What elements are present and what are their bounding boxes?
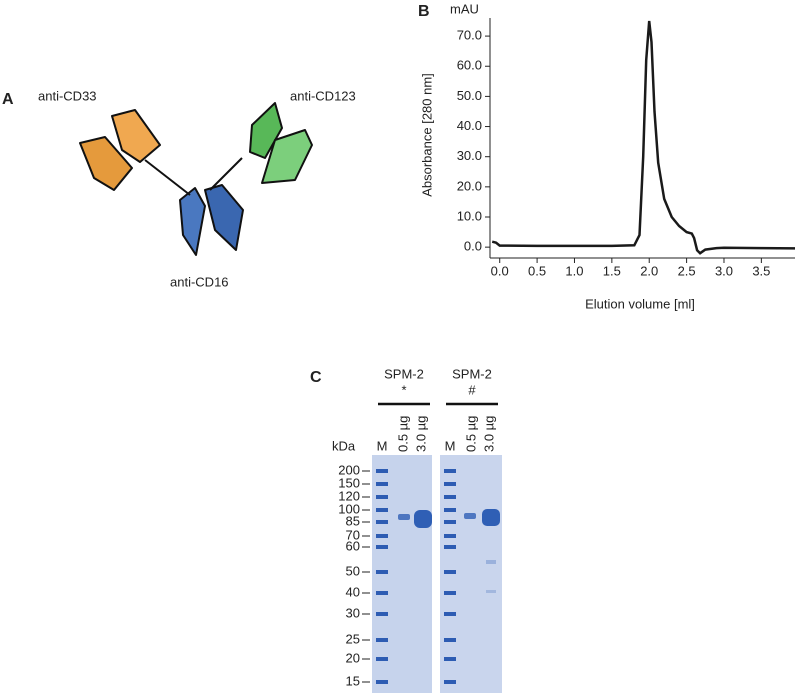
marker-band bbox=[444, 591, 456, 595]
marker-band bbox=[376, 469, 388, 473]
marker-label: 120 bbox=[338, 488, 360, 503]
y-tick-label: 0.0 bbox=[464, 239, 482, 254]
marker-band bbox=[444, 508, 456, 512]
group-label: SPM-2 bbox=[384, 366, 424, 381]
marker-band bbox=[376, 520, 388, 524]
marker-band bbox=[376, 657, 388, 661]
lane-label: 3.0 µg bbox=[481, 416, 496, 452]
marker-band bbox=[376, 545, 388, 549]
group-note: # bbox=[468, 382, 476, 397]
lane-label: 3.0 µg bbox=[413, 416, 428, 452]
x-tick-label: 3.5 bbox=[752, 263, 770, 278]
y-axis-title: Absorbance [280 nm] bbox=[419, 73, 434, 197]
y-unit: mAU bbox=[450, 1, 479, 16]
marker-band bbox=[376, 534, 388, 538]
marker-band bbox=[444, 482, 456, 486]
lane-label: M bbox=[445, 438, 456, 453]
domain-label: anti-CD123 bbox=[290, 88, 356, 103]
panel-label: A bbox=[2, 91, 14, 108]
marker-band bbox=[376, 495, 388, 499]
marker-band bbox=[444, 570, 456, 574]
x-tick-label: 2.5 bbox=[678, 263, 696, 278]
marker-band bbox=[444, 545, 456, 549]
lane-label: 0.5 µg bbox=[463, 416, 478, 452]
panel-label: B bbox=[418, 3, 430, 20]
panel-label: C bbox=[310, 369, 322, 386]
lane-label: M bbox=[377, 438, 388, 453]
data-line bbox=[491, 20, 796, 255]
unit-label: kDa bbox=[332, 438, 356, 453]
x-tick-label: 1.0 bbox=[565, 263, 583, 278]
marker-band bbox=[444, 657, 456, 661]
group-label: SPM-2 bbox=[452, 366, 492, 381]
y-tick-label: 40.0 bbox=[457, 118, 482, 133]
marker-label: 85 bbox=[346, 513, 360, 528]
marker-band bbox=[376, 570, 388, 574]
y-tick-label: 10.0 bbox=[457, 208, 482, 223]
lane-label: 0.5 µg bbox=[395, 416, 410, 452]
marker-label: 40 bbox=[346, 584, 360, 599]
marker-band bbox=[444, 680, 456, 684]
chromatogram: B mAU Elution volume [ml] Absorbance [28… bbox=[418, 1, 796, 311]
marker-label: 30 bbox=[346, 605, 360, 620]
marker-band bbox=[444, 520, 456, 524]
y-tick-label: 70.0 bbox=[457, 28, 482, 43]
marker-band bbox=[444, 495, 456, 499]
domain-label: anti-CD33 bbox=[38, 88, 97, 103]
marker-band bbox=[376, 612, 388, 616]
marker-band bbox=[376, 638, 388, 642]
x-tick-label: 2.0 bbox=[640, 263, 658, 278]
marker-label: 20 bbox=[346, 650, 360, 665]
marker-label: 70 bbox=[346, 527, 360, 542]
x-tick-label: 0.5 bbox=[528, 263, 546, 278]
marker-band bbox=[376, 680, 388, 684]
x-tick-label: 3.0 bbox=[715, 263, 733, 278]
marker-label: 200 bbox=[338, 462, 360, 477]
y-tick-label: 50.0 bbox=[457, 88, 482, 103]
group-note: * bbox=[401, 382, 406, 397]
marker-band bbox=[376, 482, 388, 486]
marker-label: 100 bbox=[338, 501, 360, 516]
marker-label: 50 bbox=[346, 563, 360, 578]
marker-band bbox=[376, 508, 388, 512]
x-tick-label: 1.5 bbox=[603, 263, 621, 278]
y-tick-label: 60.0 bbox=[457, 58, 482, 73]
marker-band bbox=[444, 534, 456, 538]
marker-band bbox=[444, 612, 456, 616]
marker-label: 60 bbox=[346, 538, 360, 553]
y-tick-label: 30.0 bbox=[457, 148, 482, 163]
x-axis-title: Elution volume [ml] bbox=[585, 296, 695, 311]
marker-label: 15 bbox=[346, 673, 360, 688]
marker-label: 150 bbox=[338, 475, 360, 490]
marker-band bbox=[444, 638, 456, 642]
marker-label: 25 bbox=[346, 631, 360, 646]
domain-label: anti-CD16 bbox=[170, 274, 229, 289]
marker-band bbox=[376, 591, 388, 595]
molecule-diagram bbox=[79, 102, 313, 256]
x-tick-label: 0.0 bbox=[491, 263, 509, 278]
marker-band bbox=[444, 469, 456, 473]
y-tick-label: 20.0 bbox=[457, 178, 482, 193]
sample-bands bbox=[398, 509, 500, 593]
